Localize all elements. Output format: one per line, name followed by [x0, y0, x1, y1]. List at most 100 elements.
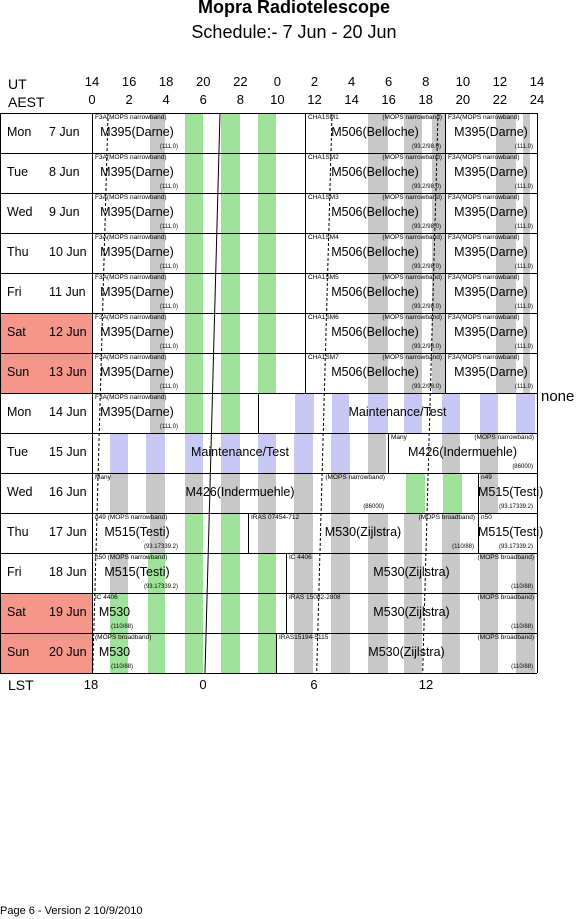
block-project: M506(Belloche)	[331, 245, 419, 259]
sky-stripe	[406, 473, 425, 513]
sky-stripe	[496, 153, 516, 193]
sky-stripe	[258, 473, 276, 513]
day-date: 11 Jun	[49, 285, 86, 299]
block-target: Many	[391, 434, 407, 441]
block-project: M506(Belloche)	[331, 125, 419, 139]
lst-marker	[93, 592, 96, 634]
sky-stripe	[148, 553, 165, 593]
sky-stripe	[221, 233, 240, 273]
sky-stripe	[146, 433, 165, 473]
block-project: M395(Darne)	[454, 205, 528, 219]
sky-stripe	[258, 233, 276, 273]
block-frequency: (111.0)	[514, 264, 533, 270]
sky-stripe	[442, 393, 460, 433]
sky-stripe	[110, 633, 128, 673]
sky-stripe	[185, 633, 203, 673]
sky-stripe	[221, 193, 240, 233]
block-target: F3A(MOPS narrowband)	[95, 114, 167, 121]
sky-stripe	[368, 113, 388, 153]
block-target: F3A(MOPS narrowband)	[95, 314, 167, 321]
lst-marker	[326, 272, 329, 314]
sky-stripe	[150, 113, 165, 153]
lst-marker	[435, 152, 438, 194]
sky-stripe	[331, 553, 350, 593]
sky-stripe	[496, 233, 516, 273]
side-note: none	[541, 388, 575, 405]
block-frequency: (93.2/98.0)	[411, 224, 441, 230]
day-date: 18 Jun	[49, 565, 87, 579]
sky-stripe	[185, 153, 203, 193]
block-target: F3A(MOPS narrowband)	[448, 314, 520, 321]
sky-stripe	[368, 313, 388, 353]
sky-stripe	[331, 473, 350, 513]
aest-tick-label: 18	[418, 92, 433, 107]
sky-stripe	[368, 393, 388, 433]
block-project: M426(Indermuehle)	[407, 445, 518, 459]
block-project: M395(Darne)	[454, 165, 528, 179]
sky-stripe	[258, 273, 276, 313]
sky-stripe	[185, 233, 203, 273]
sky-stripe	[523, 313, 530, 353]
lst-marker	[436, 112, 439, 154]
day-date: 16 Jun	[49, 485, 87, 499]
block-target: F3A(MOPS narrowband)	[95, 274, 167, 281]
block-target: n49 (MOPS narrowband)	[95, 514, 168, 521]
sky-stripe	[221, 593, 240, 633]
block-frequency: (110/88)	[511, 624, 533, 630]
sky-stripe	[442, 593, 460, 633]
block-frequency: (111.0)	[159, 224, 178, 230]
sky-stripe	[331, 633, 350, 673]
sky-stripe	[368, 153, 388, 193]
ut-tick-label: 4	[347, 74, 356, 89]
block-frequency: (93.2/98.0)	[411, 144, 441, 150]
sky-stripe	[294, 553, 313, 593]
sky-stripe	[523, 193, 530, 233]
sky-stripe	[442, 633, 460, 673]
aest-tick-label: 22	[492, 92, 508, 107]
lst-marker	[427, 432, 430, 474]
block-target: CHA1SM5	[308, 274, 339, 281]
day-date: 15 Jun	[49, 445, 87, 459]
block-frequency: (111.0)	[159, 264, 178, 270]
block-project: M515(Testi)	[104, 525, 170, 539]
weekend-fill	[0, 353, 92, 393]
block-frequency: (111.0)	[514, 224, 533, 230]
block-frequency: (86000)	[512, 464, 533, 470]
block-frequency: (110/88)	[111, 664, 133, 670]
sky-stripe	[523, 113, 530, 153]
sky-stripe	[258, 433, 276, 473]
block-target: CHA1SM4	[308, 234, 339, 241]
block-project: M530(Zijlstra)	[373, 605, 450, 619]
sky-stripe	[185, 513, 203, 553]
sky-stripe	[404, 353, 422, 393]
ut-tick-label: 14	[529, 74, 545, 89]
block-frequency: (93.2/98.0)	[411, 344, 441, 350]
lst-marker	[92, 632, 95, 674]
sky-stripe	[258, 113, 276, 153]
sky-stripe	[148, 633, 165, 673]
aest-tick-label: 6	[199, 92, 207, 107]
block-project: M395(Darne)	[100, 365, 174, 379]
sky-stripe	[294, 513, 313, 553]
block-target: F3A(MOPS narrowband)	[448, 354, 520, 361]
ut-tick-label: 2	[310, 74, 319, 89]
sky-stripe	[443, 473, 462, 513]
sky-stripe	[480, 433, 498, 473]
lst-tick-label: 12	[418, 677, 434, 692]
block-frequency: (111.0)	[514, 344, 533, 350]
sky-stripe	[480, 393, 498, 433]
sky-stripe	[404, 313, 422, 353]
aest-axis-label: AEST	[8, 94, 45, 110]
sky-stripe	[404, 233, 422, 273]
lst-marker	[428, 392, 431, 434]
sky-stripe	[516, 633, 535, 673]
sky-stripe	[221, 553, 240, 593]
block-project: M395(Darne)	[454, 365, 528, 379]
sky-stripe	[221, 513, 240, 553]
sky-stripe	[185, 593, 203, 633]
lst-marker	[99, 352, 102, 394]
lst-marker	[102, 272, 105, 314]
block-frequency: (111.0)	[159, 144, 178, 150]
sky-stripe	[368, 193, 388, 233]
sky-stripe	[295, 393, 314, 433]
